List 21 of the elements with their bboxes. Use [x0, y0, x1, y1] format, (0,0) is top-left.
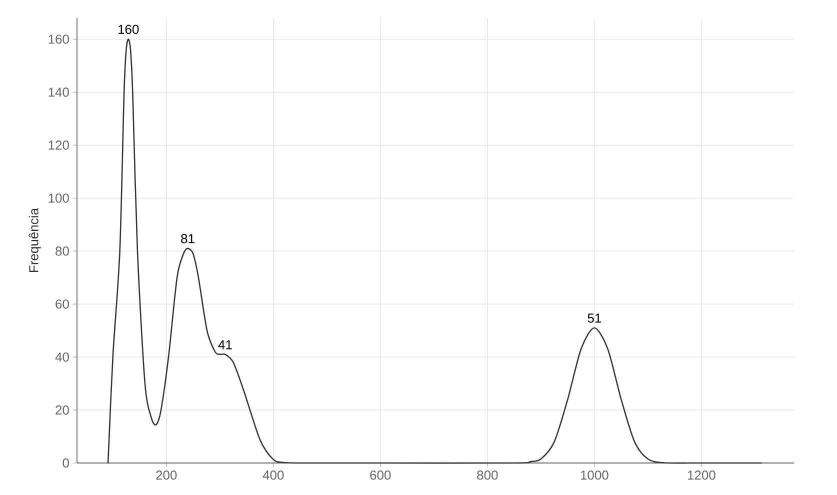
- y-tick-label: 0: [62, 458, 69, 468]
- y-tick-label: 120: [48, 140, 69, 150]
- y-tick-label: 140: [48, 88, 69, 97]
- y-tick-label: 20: [56, 405, 69, 415]
- annotation: 51: [588, 314, 602, 323]
- y-tick-label: 100: [48, 194, 69, 203]
- x-tick-label: 1000: [580, 470, 608, 480]
- annotation: 160: [118, 24, 139, 34]
- x-tick-label: 800: [477, 470, 498, 480]
- annotation: 41: [218, 340, 232, 350]
- x-tick-label: 600: [370, 470, 391, 480]
- y-tick-label: 160: [48, 34, 69, 44]
- x-tick-label: 200: [156, 470, 177, 480]
- x-tick-label: 400: [262, 470, 284, 480]
- y-axis-title: Frequência: [28, 208, 41, 272]
- y-tick-label: 80: [56, 246, 69, 256]
- x-tick-label: 1200: [688, 470, 716, 480]
- annotation: 81: [181, 234, 194, 244]
- line-series: [107, 38, 762, 464]
- y-tick-label: 60: [56, 299, 69, 309]
- y-tick-label: 40: [55, 352, 69, 362]
